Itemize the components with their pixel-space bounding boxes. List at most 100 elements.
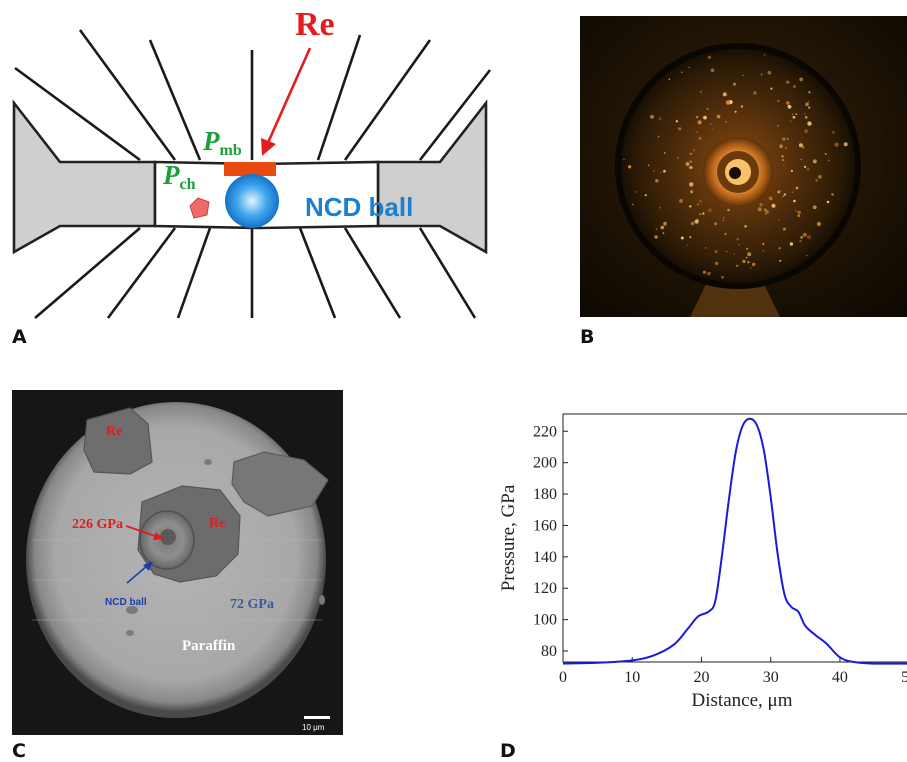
sparkle — [706, 108, 709, 110]
sparkle — [644, 194, 647, 197]
sparkle — [797, 214, 801, 217]
y-tick-label: 140 — [533, 549, 557, 566]
pressure-center-label: 226 GPa — [72, 517, 123, 532]
sparkle — [777, 125, 779, 127]
re-piece-top — [83, 407, 153, 475]
sparkle — [707, 55, 711, 60]
sparkle — [786, 138, 789, 140]
panel-letter-b: B — [580, 326, 595, 348]
sparkle — [759, 203, 763, 207]
sparkle — [793, 85, 796, 88]
x-tick-label: 10 — [624, 669, 640, 686]
scale-bar — [304, 716, 330, 719]
sparkle — [804, 113, 806, 115]
sparkle — [655, 179, 659, 183]
ball-arrow — [126, 564, 149, 584]
sparkle — [696, 203, 700, 206]
sparkle — [663, 221, 667, 226]
sparkle — [779, 144, 783, 149]
re-top-label: Re — [106, 424, 122, 439]
sparkle — [752, 262, 756, 267]
sparkle — [687, 244, 689, 246]
sparkle — [768, 196, 773, 201]
sparkle — [763, 54, 766, 56]
y-tick-label: 120 — [533, 580, 557, 597]
sparkle — [787, 104, 792, 109]
ncd-ball-label: NCD ball — [305, 192, 413, 222]
sparkle — [679, 199, 683, 203]
sparkle — [765, 210, 769, 214]
sparkle — [736, 264, 739, 267]
sparkle — [763, 208, 767, 212]
sparkle — [697, 120, 702, 125]
sparkle — [726, 251, 728, 253]
sparkle — [771, 203, 776, 208]
y-tick-label: 160 — [533, 517, 557, 534]
sparkle — [680, 71, 683, 74]
sparkle — [678, 127, 682, 131]
sparkle — [677, 157, 679, 159]
sparkle — [690, 190, 694, 194]
sparkle — [675, 120, 678, 123]
sparkle — [806, 254, 808, 257]
ncd-ball-label-c: NCD ball — [105, 597, 147, 608]
sparkle — [714, 261, 719, 266]
sparkle — [745, 256, 748, 259]
sparkle — [702, 212, 705, 215]
sparkle — [698, 136, 702, 140]
sparkle — [727, 208, 730, 212]
sparkle — [690, 221, 695, 226]
sparkle — [714, 250, 718, 254]
sparkle — [716, 114, 721, 119]
ball-arrow-head — [143, 561, 153, 571]
sparkle — [689, 182, 694, 187]
sparkle — [777, 99, 780, 103]
sparkle — [805, 102, 809, 107]
sparkle — [634, 191, 637, 193]
sparkle — [834, 142, 839, 147]
sparkle — [692, 149, 696, 152]
sparkle — [662, 232, 665, 235]
sparkle — [655, 228, 658, 230]
y-tick-label: 100 — [533, 612, 557, 629]
sparkle — [740, 105, 744, 108]
sparkle — [812, 205, 817, 210]
culet-ring — [615, 43, 861, 289]
sparkle — [688, 66, 691, 69]
p-ch-main: P — [162, 160, 180, 190]
scale-bar-label: 10 μm — [302, 723, 325, 732]
x-axis-label: Distance, μm — [692, 690, 793, 711]
sparkle — [807, 121, 812, 126]
right-gasket — [376, 99, 488, 255]
pressure-profile-line — [562, 417, 907, 665]
sparkle — [694, 219, 699, 224]
sparkle — [808, 91, 811, 94]
sparkle — [658, 117, 662, 121]
re-piece-right — [231, 451, 329, 517]
panel-a-schematic: Re Pmb Pch NCD ball — [12, 6, 492, 319]
p-mb-label: Pmb — [202, 126, 242, 159]
medium-label: Paraffin — [182, 638, 236, 654]
sparkle — [799, 239, 802, 243]
sparkle — [750, 267, 752, 270]
re-arrow-head — [261, 138, 276, 156]
sparkle — [795, 113, 798, 116]
sparkle — [760, 73, 763, 76]
sparkle — [786, 80, 790, 85]
sparkle — [724, 120, 727, 123]
sparkle — [663, 152, 666, 154]
sparkle — [784, 146, 788, 150]
sparkle — [722, 92, 727, 97]
sparkle — [689, 160, 692, 163]
sparkle — [797, 210, 801, 215]
sparkle — [707, 271, 711, 276]
sparkle — [695, 115, 699, 119]
sparkle — [804, 115, 808, 119]
sample-core — [729, 167, 741, 179]
sparkle — [800, 158, 802, 161]
sparkle — [807, 101, 810, 103]
sparkle — [762, 242, 765, 245]
sparkle — [757, 207, 762, 212]
sparkle — [790, 169, 793, 173]
sparkle — [668, 78, 670, 80]
